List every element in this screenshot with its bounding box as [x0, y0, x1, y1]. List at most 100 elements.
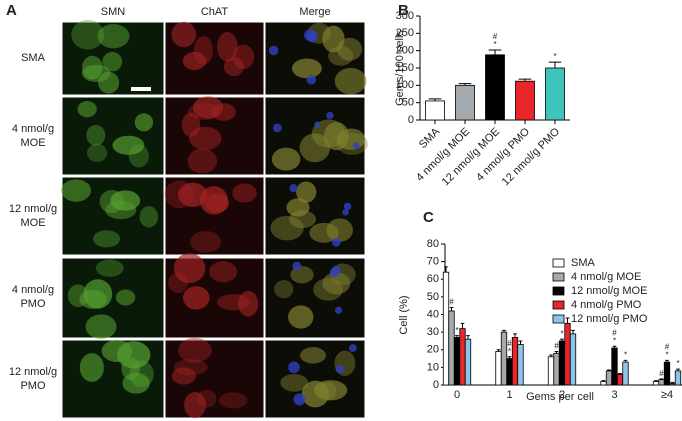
cell-body: [238, 290, 259, 317]
significance: #: [659, 369, 664, 378]
cell-body: [98, 71, 120, 94]
legend-label: 4 nmol/g PMO: [571, 299, 642, 311]
cell-body: [71, 19, 105, 50]
legend-label: SMA: [571, 257, 596, 269]
nucleus: [272, 123, 282, 133]
bar: [442, 271, 450, 386]
significance: *: [553, 52, 556, 61]
cell-body: [322, 272, 351, 295]
bar: [616, 374, 624, 386]
cell-body: [299, 133, 331, 163]
error-bar: [458, 83, 472, 86]
bar: [611, 347, 618, 386]
nucleus: [342, 209, 349, 216]
error-bar: [449, 306, 454, 311]
y-axis-label: Cell (%): [398, 295, 410, 334]
bar: [453, 337, 461, 386]
cell-body: [223, 57, 245, 77]
cell-body: [300, 347, 326, 364]
panel-label: B: [398, 2, 409, 19]
scale-bar: [131, 87, 151, 91]
y-tick-label: 100: [396, 79, 414, 91]
cell-body: [95, 259, 124, 277]
cell-body: [173, 253, 206, 284]
x-tick-label: 3: [611, 389, 617, 401]
cell-body: [110, 190, 141, 211]
column-header: ChAT: [201, 6, 229, 18]
bar: [545, 67, 565, 121]
error-bar: [607, 369, 611, 371]
legend-swatch: [552, 314, 565, 324]
cell-body: [218, 392, 248, 409]
error-bar: [496, 349, 501, 352]
cell-body: [187, 148, 218, 174]
bar: [500, 331, 508, 386]
cell-body: [288, 305, 314, 329]
cell-body: [182, 51, 207, 71]
bar: [605, 370, 613, 386]
cell-body: [184, 391, 206, 419]
cell-body: [296, 181, 317, 203]
significance: *: [508, 347, 511, 356]
cell-body: [182, 286, 210, 310]
nucleus: [306, 74, 317, 85]
cell-body: [177, 182, 208, 207]
cell-body: [280, 373, 309, 392]
cell-body: [112, 135, 145, 155]
legend-label: 12 nmol/g MOE: [571, 285, 647, 297]
y-tick-label: 40: [427, 308, 439, 320]
error-bar: [565, 317, 570, 324]
x-axis-label: Gems per cell: [526, 391, 594, 403]
x-tick-label: 1: [506, 389, 512, 401]
cell-body: [323, 121, 350, 151]
y-axis-label: Gems/100 cells: [394, 30, 406, 106]
error-bar: [670, 381, 675, 384]
cell-body: [128, 144, 149, 168]
cell-body: [79, 353, 104, 382]
row-label: MOE: [20, 137, 45, 149]
cell-body: [86, 143, 108, 163]
error-bar: [618, 373, 622, 375]
nucleus: [352, 142, 360, 150]
cell-body: [292, 58, 322, 79]
significance: #: [449, 298, 454, 307]
error-bar: [518, 78, 532, 82]
error-bar: [518, 340, 523, 345]
cell-body: [83, 279, 113, 309]
error-bar: [488, 49, 502, 55]
row-label: MOE: [20, 217, 45, 229]
cell-body: [85, 314, 117, 339]
bar: [553, 352, 560, 386]
bar: [448, 310, 455, 386]
nucleus: [332, 266, 341, 275]
x-tick-label: ≥4: [661, 389, 673, 401]
significance: *: [624, 350, 627, 359]
cell-body: [102, 52, 123, 72]
bar: [464, 338, 472, 386]
cell-body: [189, 126, 222, 151]
nucleus: [293, 393, 306, 406]
nucleus: [268, 45, 279, 56]
cell-body: [99, 189, 125, 214]
significance: *: [665, 350, 668, 359]
legend-label: 12 nmol/g PMO: [571, 313, 648, 325]
cell-body: [168, 272, 188, 293]
legend-label: 4 nmol/g MOE: [571, 271, 641, 283]
cell-body: [92, 230, 121, 248]
y-tick-label: 50: [427, 291, 439, 303]
error-bar: [554, 351, 559, 354]
error-bar: [507, 356, 512, 359]
x-tick-label: 0: [454, 389, 460, 401]
y-tick-label: 300: [396, 10, 414, 22]
cell-body: [274, 280, 294, 299]
y-tick-label: 30: [427, 326, 439, 338]
y-tick-label: 80: [427, 238, 439, 250]
cell-body: [193, 96, 224, 119]
error-bar: [502, 329, 506, 333]
nucleus: [289, 184, 298, 193]
row-label: PMO: [20, 380, 46, 392]
significance: #: [507, 339, 512, 348]
bar: [459, 328, 466, 386]
y-tick-label: 200: [396, 45, 414, 57]
panel-label: A: [6, 2, 17, 19]
